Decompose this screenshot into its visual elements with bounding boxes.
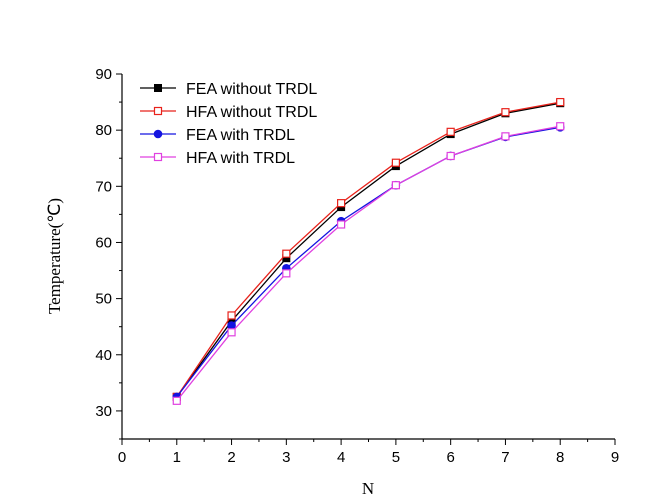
y-tick-label: 70 (95, 178, 112, 195)
data-point (446, 127, 455, 136)
data-point (337, 199, 346, 208)
x-tick-label: 4 (337, 449, 345, 466)
legend-marker (153, 129, 163, 139)
series-line (176, 125, 561, 402)
x-tick-label: 5 (392, 449, 400, 466)
legend-label: FEA with TRDL (186, 127, 295, 144)
data-point (556, 122, 565, 131)
legend-marker (153, 152, 163, 162)
data-point (501, 132, 510, 141)
data-point (556, 97, 565, 107)
x-tick-label: 9 (611, 449, 619, 466)
data-point (282, 249, 291, 258)
y-tick-label: 90 (95, 66, 112, 83)
x-tick-label: 1 (173, 449, 181, 466)
data-point (227, 328, 236, 337)
series-1 (172, 99, 565, 401)
x-axis-ticks: 0 1 2 3 4 5 6 7 8 9 (118, 439, 619, 466)
x-tick-label: 2 (227, 449, 235, 466)
legend-item: FEA without TRDL (140, 81, 317, 98)
y-axis-ticks: 30 40 50 60 70 80 90 (95, 66, 122, 440)
y-tick-label: 40 (95, 347, 112, 364)
legend-item: HFA without TRDL (140, 104, 317, 121)
data-point (172, 396, 181, 405)
y-tick-label: 50 (95, 291, 112, 308)
legend-item: HFA with TRDL (140, 150, 295, 167)
x-axis-label: N (362, 479, 374, 498)
data-point (501, 108, 510, 117)
series-line (176, 102, 561, 398)
legend-marker (154, 84, 162, 92)
data-point (391, 158, 400, 167)
legend-marker (153, 106, 163, 116)
series-line (176, 126, 561, 398)
legend-item: FEA with TRDL (140, 127, 295, 144)
legend-label: FEA without TRDL (186, 81, 317, 98)
x-tick-label: 7 (501, 449, 509, 466)
series-4 (172, 122, 565, 405)
y-tick-label: 30 (95, 403, 112, 420)
series-line (176, 101, 561, 398)
data-point (446, 151, 455, 161)
y-tick-label: 60 (95, 234, 112, 251)
x-tick-label: 8 (556, 449, 564, 466)
y-tick-label: 80 (95, 122, 112, 139)
x-tick-label: 6 (446, 449, 454, 466)
legend: FEA without TRDL HFA without TRDL FEA with… (140, 81, 317, 167)
data-point (282, 269, 291, 278)
y-axis-label: Temperature(℃) (45, 198, 64, 314)
data-point (227, 311, 236, 320)
legend-label: HFA with TRDL (186, 150, 295, 167)
data-point (391, 181, 400, 190)
x-tick-label: 3 (282, 449, 290, 466)
x-tick-label: 0 (118, 449, 126, 466)
data-point (337, 220, 346, 229)
series-group (172, 97, 565, 405)
legend-label: HFA without TRDL (186, 104, 317, 121)
